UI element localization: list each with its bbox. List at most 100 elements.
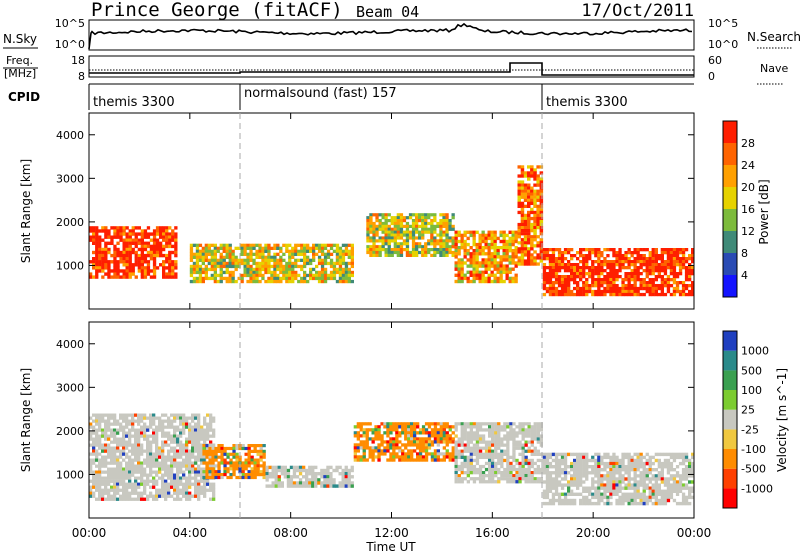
echo-cell [405, 233, 410, 237]
echo-cell [202, 444, 206, 448]
echo-cell [675, 248, 680, 252]
echo-cell [176, 413, 180, 417]
echo-cell [642, 286, 646, 291]
echo-cell [648, 286, 652, 291]
echo-cell [684, 260, 689, 264]
echo-cell [234, 258, 238, 262]
echo-cell [194, 431, 198, 435]
echo-cell [386, 449, 390, 453]
echo-cell [421, 230, 425, 234]
echo-cell [122, 479, 126, 483]
echo-cell [539, 210, 544, 215]
echo-cell [167, 455, 171, 459]
echo-cell [212, 491, 216, 495]
echo-cell [606, 471, 610, 475]
echo-cell [119, 253, 123, 258]
echo-cell [554, 269, 559, 273]
echo-cell [198, 267, 203, 272]
echo-cell [675, 272, 680, 276]
echo-cell [475, 455, 480, 459]
echo-cell [261, 273, 265, 278]
echo-cell [131, 461, 135, 465]
echo-cell [520, 213, 525, 218]
echo-cell [615, 465, 619, 469]
echo-cell [433, 219, 437, 223]
echo-cell [326, 252, 331, 256]
echo-cell [155, 464, 159, 468]
echo-cell [427, 446, 432, 450]
echo-cell [125, 488, 129, 492]
echo-cell [170, 458, 174, 462]
echo-cell [134, 257, 138, 261]
echo-cell [159, 263, 163, 267]
echo-cell [289, 465, 294, 470]
echo-cell [651, 284, 655, 288]
echo-cell [137, 440, 141, 444]
echo-cell [469, 452, 473, 456]
echo-cell [503, 425, 507, 429]
echo-cell [344, 246, 349, 250]
echo-cell [521, 437, 525, 441]
echo-cell [159, 250, 163, 255]
echo-cell [557, 281, 562, 285]
echo-cell [509, 480, 513, 484]
echo-cell [168, 260, 172, 264]
echo-cell [402, 248, 407, 252]
echo-cell [517, 262, 521, 266]
echo-cell [113, 235, 117, 239]
echo-cell [496, 270, 500, 274]
echo-cell [554, 263, 559, 267]
echo-cell [521, 467, 525, 472]
echo-cell [320, 472, 324, 476]
echo-cell [197, 425, 201, 429]
echo-cell [530, 452, 534, 456]
echo-cell [195, 258, 200, 262]
echo-cell [557, 480, 562, 484]
echo-cell [478, 440, 483, 444]
echo-cell [612, 251, 616, 255]
echo-cell [487, 273, 491, 277]
echo-cell [557, 501, 562, 506]
echo-cell [609, 292, 613, 297]
echo-cell [113, 250, 117, 255]
echo-cell [131, 250, 135, 255]
echo-cell [212, 434, 216, 438]
echo-cell [300, 276, 304, 281]
echo-cell [469, 461, 473, 466]
echo-cell [297, 249, 301, 253]
echo-cell [660, 254, 664, 258]
echo-cell [466, 252, 470, 256]
echo-cell [143, 458, 147, 462]
echo-cell [669, 269, 674, 273]
echo-cell [579, 278, 583, 282]
echo-cell [197, 488, 201, 492]
echo-cell [463, 449, 467, 453]
echo-cell [627, 461, 631, 466]
echo-cell [288, 252, 292, 256]
echo-cell [164, 485, 168, 489]
echo-cell [311, 484, 315, 488]
echo-cell [128, 241, 132, 245]
echo-cell [545, 275, 550, 279]
echo-cell [612, 286, 616, 291]
echo-cell [182, 446, 186, 450]
echo-cell [131, 241, 135, 245]
echo-cell [612, 272, 616, 276]
echo-cell [262, 473, 266, 477]
echo-cell [143, 244, 148, 249]
echo-cell [134, 263, 138, 267]
echo-cell [249, 267, 253, 272]
echo-cell [143, 422, 147, 426]
echo-cell [377, 443, 381, 447]
echo-cell [185, 476, 189, 480]
echo-cell [381, 221, 385, 226]
echo-cell [497, 428, 501, 432]
echo-cell [588, 486, 592, 490]
echo-cell [250, 461, 254, 465]
echo-cell [101, 458, 105, 462]
echo-cell [514, 233, 518, 238]
echo-cell [213, 252, 217, 256]
echo-cell [627, 492, 631, 496]
echo-cell [214, 455, 218, 459]
echo-cell [261, 249, 265, 253]
